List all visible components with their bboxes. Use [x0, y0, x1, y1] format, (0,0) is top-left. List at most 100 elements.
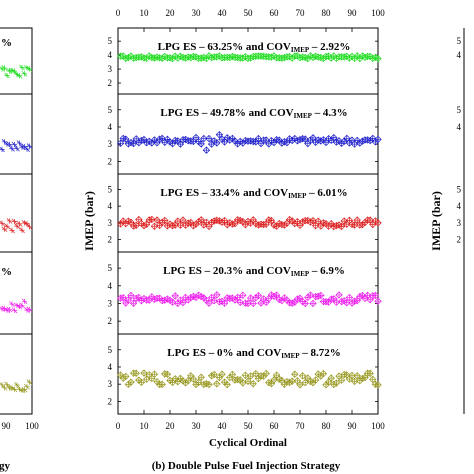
- right-y-tick-4: 4: [457, 201, 462, 211]
- data-point: [374, 297, 382, 305]
- left-data-point: [6, 385, 13, 392]
- data-point: [327, 374, 335, 382]
- data-point: [309, 134, 317, 142]
- data-point: [262, 298, 270, 306]
- data-point: [194, 378, 203, 387]
- data-point: [254, 134, 263, 143]
- data-point: [374, 135, 382, 144]
- left-data-point: [0, 220, 5, 227]
- data-point: [257, 139, 265, 148]
- bottom-tick-label-30: 30: [192, 421, 202, 431]
- left-data-point: [9, 301, 15, 307]
- data-point: [366, 369, 374, 378]
- right-partial-panel: 2 3 4 5 4 5 4 5 IMEP (bar): [429, 28, 465, 414]
- left-data-point: [19, 387, 25, 394]
- y-tick-label-3: 3: [108, 139, 113, 149]
- data-point: [179, 298, 187, 307]
- data-point: [210, 370, 218, 379]
- left-data-point: [6, 68, 13, 74]
- left-data-point: [14, 145, 20, 152]
- y-tick-label-5: 5: [108, 36, 113, 46]
- data-point: [161, 216, 169, 225]
- bottom-tick-label-60: 60: [270, 421, 280, 431]
- data-point: [335, 291, 343, 299]
- left-fragment-2: %: [1, 266, 12, 278]
- subpanel-5: 2 3 4 5 LPG ES – 0% and COVIMEP – 8.72%: [108, 333, 382, 406]
- data-point: [218, 370, 226, 378]
- left-data-point: [4, 223, 10, 230]
- y-tick-label-4: 4: [108, 362, 113, 372]
- data-point: [254, 292, 263, 300]
- data-point: [374, 219, 382, 227]
- data-point: [309, 299, 317, 308]
- bottom-tick-label-0: 0: [116, 421, 121, 431]
- data-point: [129, 299, 138, 307]
- y-tick-label-2: 2: [108, 235, 113, 245]
- middle-panel-b: 0 0 10 10 20 20 30 30 40 40 50 50 60 60 70 70 80 80 90 90 10…: [82, 8, 385, 472]
- data-point: [132, 369, 140, 378]
- left-data-point: [11, 307, 18, 314]
- left-data-point: [26, 66, 33, 72]
- y-tick-label-3: 3: [108, 64, 113, 74]
- data-point: [140, 369, 148, 377]
- right-y-tick-5: 5: [457, 184, 462, 194]
- data-point: [228, 370, 237, 379]
- data-point: [137, 378, 146, 387]
- series-annotation-3: LPG ES – 33.4% and COVIMEP – 6.01%: [160, 187, 347, 200]
- data-point: [197, 373, 205, 381]
- data-point: [122, 372, 130, 381]
- data-point: [304, 139, 312, 148]
- bottom-tick-label-10: 10: [140, 421, 150, 431]
- panel-caption: (b) Double Pulse Fuel Injection Strategy: [152, 460, 341, 472]
- left-data-point: [14, 223, 20, 229]
- y-tick-label-3: 3: [108, 218, 113, 228]
- left-data-point: [24, 220, 30, 227]
- data-point: [252, 369, 260, 378]
- data-point: [127, 291, 135, 300]
- data-point: [223, 380, 231, 389]
- left-data-point: [26, 143, 33, 149]
- left-data-point: [4, 307, 10, 314]
- data-point: [270, 221, 278, 229]
- left-data-point: [0, 306, 5, 312]
- x-axis-title: Cyclical Ordinal: [209, 437, 287, 449]
- data-point: [189, 375, 198, 383]
- data-point: [202, 146, 211, 154]
- top-tick-label-50: 50: [244, 8, 254, 18]
- data-point: [369, 375, 377, 384]
- top-tick-label-30: 30: [192, 8, 202, 18]
- series-annotation-2: LPG ES – 49.78% and COVIMEP – 4.3%: [160, 107, 347, 120]
- data-point: [142, 375, 151, 383]
- top-tick-label-60: 60: [270, 8, 280, 18]
- left-data-point: [24, 383, 30, 390]
- y-tick-label-4: 4: [108, 201, 113, 211]
- right-y-tick-top-4: 4: [457, 50, 462, 60]
- left-tick-100: 100: [25, 421, 39, 431]
- data-point: [278, 376, 286, 385]
- data-point: [171, 292, 179, 300]
- data-point: [142, 220, 151, 229]
- left-frame: [0, 27, 33, 415]
- subpanel-2: 2 3 4 5 LPG ES – 49.78% and COVIMEP – 4.3%: [108, 93, 382, 166]
- data-point: [205, 299, 213, 307]
- data-point: [119, 293, 127, 302]
- data-point: [249, 299, 257, 308]
- data-point: [213, 380, 221, 388]
- left-data-point: [21, 298, 28, 305]
- data-point: [192, 133, 200, 142]
- data-point: [291, 370, 299, 378]
- data-point: [267, 216, 276, 225]
- data-point: [353, 372, 361, 380]
- data-point: [179, 216, 187, 224]
- data-point: [330, 133, 338, 142]
- data-point: [337, 376, 346, 384]
- left-data-point: [16, 220, 23, 227]
- data-point: [233, 293, 242, 302]
- data-point: [158, 380, 166, 389]
- left-data-point: [9, 145, 15, 152]
- bottom-tick-label-50: 50: [244, 421, 254, 431]
- top-tick-label-0: 0: [116, 8, 121, 18]
- left-data-point: [26, 223, 33, 230]
- y-tick-label-5: 5: [108, 184, 113, 194]
- left-fragment-1: %: [1, 37, 12, 49]
